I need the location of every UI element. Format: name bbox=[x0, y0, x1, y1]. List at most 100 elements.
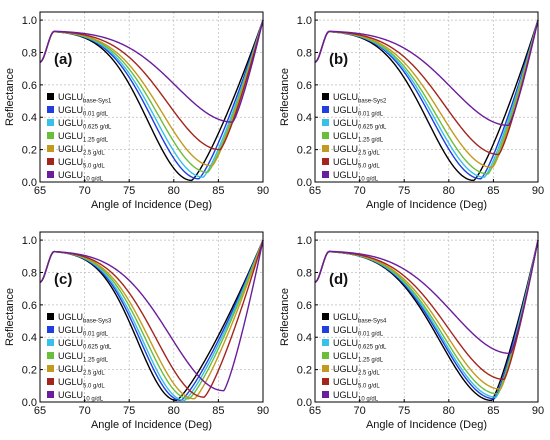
legend-subscript: 10 g/dL bbox=[83, 397, 104, 403]
x-tick-label: 70 bbox=[78, 405, 90, 417]
legend-swatch bbox=[322, 339, 329, 346]
legend-name: UGLU bbox=[58, 377, 83, 387]
y-tick-label: 0.0 bbox=[297, 397, 312, 409]
legend-subscript: base-Sys4 bbox=[358, 319, 387, 325]
legend-name: UGLU bbox=[333, 377, 358, 387]
legend-label: UGLU5.0 g/dL bbox=[58, 157, 105, 170]
legend-swatch bbox=[47, 132, 54, 139]
panel-label: (a) bbox=[54, 51, 72, 68]
x-tick-label: 65 bbox=[309, 185, 321, 197]
legend-label: UGLU1.25 g/dL bbox=[333, 131, 384, 144]
legend-swatch bbox=[47, 352, 54, 359]
legend-swatch bbox=[322, 158, 329, 165]
x-tick-label: 65 bbox=[34, 185, 46, 197]
legend-label: UGLU0.01 g/dL bbox=[58, 105, 109, 118]
x-tick-label: 90 bbox=[532, 405, 544, 417]
legend-name: UGLU bbox=[333, 118, 358, 128]
legend-name: UGLU bbox=[58, 131, 83, 141]
legend-label: UGLU1.25 g/dL bbox=[333, 351, 384, 364]
legend-name: UGLU bbox=[58, 390, 83, 400]
x-tick-label: 65 bbox=[34, 405, 46, 417]
legend-swatch bbox=[47, 391, 54, 398]
legend-label: UGLU10 g/dL bbox=[58, 170, 104, 183]
x-axis-label: Angle of Incidence (Deg) bbox=[91, 419, 212, 431]
legend-swatch bbox=[47, 378, 54, 385]
legend-swatch bbox=[322, 132, 329, 139]
legend-subscript: 0.01 g/dL bbox=[358, 332, 384, 338]
legend-swatch bbox=[322, 171, 329, 178]
y-tick-label: 0.0 bbox=[22, 177, 37, 189]
legend-name: UGLU bbox=[58, 105, 83, 115]
legend-name: UGLU bbox=[58, 351, 83, 361]
legend-subscript: 2.5 g/dL bbox=[83, 371, 105, 377]
legend-swatch bbox=[322, 365, 329, 372]
legend-label: UGLUbase-Sys2 bbox=[333, 92, 387, 105]
x-axis-label: Angle of Incidence (Deg) bbox=[366, 199, 487, 211]
legend-name: UGLU bbox=[333, 92, 358, 102]
legend-swatch bbox=[47, 313, 54, 320]
series-line-6 bbox=[39, 239, 264, 392]
chart-panel-b: 65 70 75 80 85 90 0.0 0.2 0.4 0.6 0.8 1.0 Angle of I… bbox=[275, 0, 550, 220]
legend-name: UGLU bbox=[333, 325, 358, 335]
y-tick-label: 1.0 bbox=[297, 235, 312, 247]
legend-subscript: 0.625 g/dL bbox=[358, 125, 387, 131]
y-tick-label: 0.2 bbox=[22, 145, 37, 157]
legend-swatch bbox=[322, 391, 329, 398]
legend-label: UGLU0.01 g/dL bbox=[58, 325, 109, 338]
legend-name: UGLU bbox=[58, 118, 83, 128]
legend-subscript: 0.01 g/dL bbox=[83, 332, 109, 338]
y-tick-label: 0.6 bbox=[22, 300, 37, 312]
legend-label: UGLUbase-Sys1 bbox=[58, 92, 112, 105]
x-tick-label: 70 bbox=[78, 185, 90, 197]
y-axis-label: Reflectance bbox=[4, 68, 16, 126]
legend-label: UGLU2.5 g/dL bbox=[58, 144, 105, 157]
y-tick-label: 0.2 bbox=[297, 145, 312, 157]
legend-swatch bbox=[47, 171, 54, 178]
legend-label: UGLU5.0 g/dL bbox=[333, 157, 380, 170]
legend-name: UGLU bbox=[333, 131, 358, 141]
panel-label: (d) bbox=[329, 271, 348, 288]
legend-name: UGLU bbox=[58, 312, 83, 322]
panel-label: (c) bbox=[54, 271, 72, 288]
legend-subscript: 1.25 g/dL bbox=[358, 138, 384, 144]
legend-subscript: 5.0 g/dL bbox=[83, 164, 105, 170]
y-axis-label: Reflectance bbox=[279, 68, 291, 126]
legend-swatch bbox=[322, 145, 329, 152]
x-tick-label: 80 bbox=[168, 405, 180, 417]
legend-name: UGLU bbox=[333, 390, 358, 400]
legend-name: UGLU bbox=[58, 364, 83, 374]
y-tick-label: 0.4 bbox=[297, 332, 312, 344]
legend-subscript: 2.5 g/dL bbox=[358, 151, 380, 157]
legend-subscript: 0.01 g/dL bbox=[358, 112, 384, 118]
legend-subscript: 0.625 g/dL bbox=[83, 125, 112, 131]
legend-subscript: base-Sys3 bbox=[83, 319, 112, 325]
series-line-5 bbox=[39, 19, 264, 151]
legend-label: UGLU1.25 g/dL bbox=[58, 351, 109, 364]
x-axis-label: Angle of Incidence (Deg) bbox=[366, 419, 487, 431]
series-line-5 bbox=[39, 239, 264, 398]
legend-name: UGLU bbox=[333, 312, 358, 322]
plot-frame bbox=[314, 231, 539, 403]
y-axis-label: Reflectance bbox=[4, 288, 16, 346]
legend-name: UGLU bbox=[333, 105, 358, 115]
legend-subscript: 10 g/dL bbox=[358, 397, 379, 403]
legend-label: UGLU10 g/dL bbox=[58, 390, 104, 403]
legend-swatch bbox=[47, 158, 54, 165]
legend-name: UGLU bbox=[333, 144, 358, 154]
legend-swatch bbox=[47, 106, 54, 113]
legend-name: UGLU bbox=[333, 338, 358, 348]
legend-subscript: 1.25 g/dL bbox=[83, 358, 109, 364]
legend-name: UGLU bbox=[333, 364, 358, 374]
y-tick-label: 1.0 bbox=[22, 15, 37, 27]
plot-frame bbox=[314, 11, 539, 183]
y-tick-label: 1.0 bbox=[297, 15, 312, 27]
legend-swatch bbox=[47, 365, 54, 372]
legend-subscript: 5.0 g/dL bbox=[83, 384, 105, 390]
legend-label: UGLU10 g/dL bbox=[333, 170, 379, 183]
legend-name: UGLU bbox=[58, 170, 83, 180]
legend-label: UGLU0.01 g/dL bbox=[333, 105, 384, 118]
legend-name: UGLU bbox=[58, 338, 83, 348]
y-tick-label: 0.4 bbox=[297, 112, 312, 124]
x-tick-label: 85 bbox=[487, 185, 499, 197]
